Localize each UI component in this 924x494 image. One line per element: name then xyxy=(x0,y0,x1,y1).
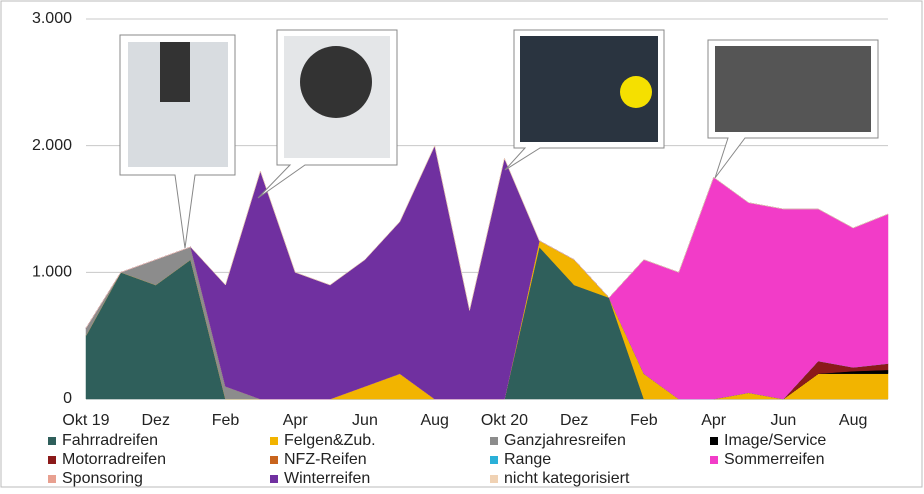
ad-image-detail xyxy=(300,46,372,118)
x-tick-label: Apr xyxy=(283,412,309,429)
callouts xyxy=(119,29,879,249)
y-tick-label: 1.000 xyxy=(32,264,72,281)
legend-swatch xyxy=(710,456,718,464)
x-tick-label: Dez xyxy=(560,412,588,429)
x-tick-label: Feb xyxy=(630,412,658,429)
legend-swatch xyxy=(270,475,278,483)
x-tick-label: Aug xyxy=(839,412,867,429)
legend-swatch xyxy=(270,456,278,464)
legend-label: Felgen&Zub. xyxy=(284,432,376,449)
legend-swatch xyxy=(48,437,56,445)
legend-label: Ganzjahresreifen xyxy=(504,432,626,449)
x-tick-label: Jun xyxy=(352,412,378,429)
area xyxy=(85,144,889,329)
legend-swatch xyxy=(48,475,56,483)
ad-image xyxy=(715,46,871,132)
x-tick-label: Dez xyxy=(142,412,170,429)
legend-label: nicht kategorisiert xyxy=(504,470,630,487)
x-tick-label: Feb xyxy=(212,412,240,429)
legend-label: Motorradreifen xyxy=(62,451,166,468)
x-tick-label: Okt 19 xyxy=(62,412,109,429)
x-tick-label: Aug xyxy=(420,412,448,429)
x-tick-label: Jun xyxy=(770,412,796,429)
legend-swatch xyxy=(710,437,718,445)
legend-label: NFZ-Reifen xyxy=(284,451,367,468)
legend-label: Image/Service xyxy=(724,432,826,449)
legend-swatch xyxy=(48,456,56,464)
legend-label: Winterreifen xyxy=(284,470,370,487)
legend-label: Range xyxy=(504,451,551,468)
legend-label: Sponsoring xyxy=(62,470,143,487)
legend-swatch xyxy=(270,437,278,445)
legend-swatch xyxy=(490,437,498,445)
x-tick-label: Okt 20 xyxy=(481,412,528,429)
legend-label: Sommerreifen xyxy=(724,451,824,468)
ad-image-detail xyxy=(620,76,652,108)
ad-image-detail xyxy=(160,42,190,102)
x-tick-label: Apr xyxy=(701,412,727,429)
y-tick-label: 3.000 xyxy=(32,10,72,27)
legend-label: Fahrradreifen xyxy=(62,432,158,449)
legend-swatch xyxy=(490,475,498,483)
legend-swatch xyxy=(490,456,498,464)
y-tick-label: 0 xyxy=(63,390,72,407)
y-tick-label: 2.000 xyxy=(32,137,72,154)
